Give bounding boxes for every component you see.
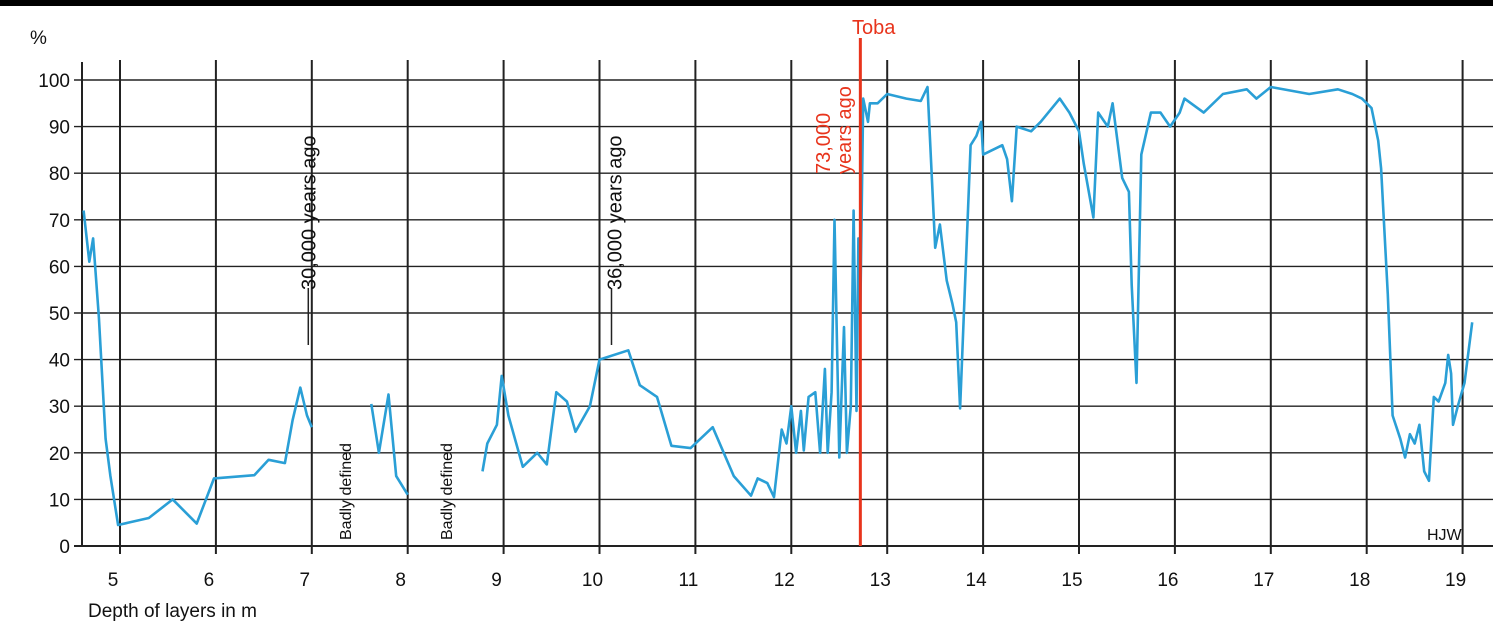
y-tick-70: 70 bbox=[49, 211, 70, 232]
marker-73k-line2: years ago bbox=[834, 86, 856, 174]
y-tick-100: 100 bbox=[38, 71, 70, 92]
vertical-gridlines bbox=[119, 60, 1464, 554]
x-tick-16: 16 bbox=[1157, 570, 1178, 591]
marker-73k-line1: 73,000 bbox=[813, 113, 835, 174]
x-tick-6: 6 bbox=[204, 570, 215, 591]
y-tick-90: 90 bbox=[49, 118, 70, 139]
x-tick-11: 11 bbox=[679, 570, 699, 591]
x-tick-19: 19 bbox=[1445, 570, 1466, 591]
series-0-segment-1 bbox=[370, 393, 409, 496]
y-tick-labels: 0 10 20 30 40 50 60 70 80 90 100 bbox=[38, 71, 70, 558]
x-tick-8: 8 bbox=[395, 570, 406, 591]
y-tick-80: 80 bbox=[49, 164, 70, 185]
x-axis-label: Depth of layers in m bbox=[88, 601, 257, 622]
depth-percentage-chart: 0 10 20 30 40 50 60 70 80 90 100 5 6 7 8 9 10 11 12 13 14 15… bbox=[30, 17, 1493, 622]
series-0-segment-2 bbox=[481, 85, 1474, 499]
x-tick-15: 15 bbox=[1061, 570, 1082, 591]
y-tick-40: 40 bbox=[49, 351, 70, 372]
y-tick-50: 50 bbox=[49, 304, 70, 325]
y-tick-20: 20 bbox=[49, 444, 70, 465]
credit-label: HJW bbox=[1427, 527, 1463, 544]
x-tick-5: 5 bbox=[108, 570, 119, 591]
x-tick-14: 14 bbox=[966, 570, 988, 591]
x-tick-17: 17 bbox=[1253, 570, 1274, 591]
x-tick-12: 12 bbox=[774, 570, 795, 591]
horizontal-gridlines bbox=[74, 79, 1493, 547]
series-lines bbox=[82, 85, 1474, 527]
y-tick-60: 60 bbox=[49, 257, 70, 278]
marker-30k-label: 30,000 years ago bbox=[298, 135, 320, 290]
x-tick-9: 9 bbox=[491, 570, 502, 591]
x-tick-10: 10 bbox=[582, 570, 603, 591]
series-0-segment-0 bbox=[82, 210, 314, 527]
y-tick-10: 10 bbox=[49, 490, 70, 511]
y-axis-label: % bbox=[30, 28, 47, 49]
x-tick-labels: 5 6 7 8 9 10 11 12 13 14 15 16 17 18 19 bbox=[108, 570, 1466, 591]
annotations: % Depth of layers in m Toba HJW 30,000 y… bbox=[30, 17, 1463, 622]
y-tick-30: 30 bbox=[49, 397, 70, 418]
badly-defined-2: Badly defined bbox=[439, 443, 456, 540]
y-tick-0: 0 bbox=[59, 537, 70, 558]
badly-defined-1: Badly defined bbox=[338, 443, 355, 540]
x-tick-18: 18 bbox=[1349, 570, 1370, 591]
x-tick-7: 7 bbox=[300, 570, 311, 591]
toba-label: Toba bbox=[852, 17, 896, 39]
marker-36k-label: 36,000 years ago bbox=[605, 135, 627, 290]
x-tick-13: 13 bbox=[870, 570, 891, 591]
